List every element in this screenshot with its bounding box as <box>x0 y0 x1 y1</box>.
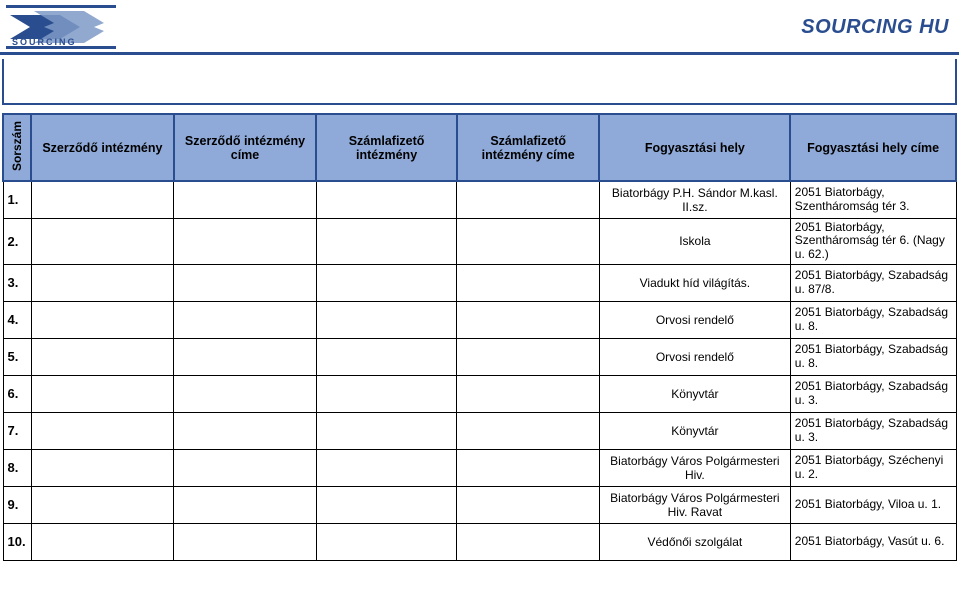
cell-fogyasztasi-hely-cim: 2051 Biatorbágy, Szentháromság tér 6. (N… <box>790 218 956 264</box>
cell-empty <box>457 375 600 412</box>
cell-empty <box>316 181 457 218</box>
cell-empty <box>31 218 174 264</box>
cell-empty <box>174 486 317 523</box>
brand-logo: SOURCING <box>6 5 116 49</box>
table-container: Sorszám Szerződő intézmény Szerződő inté… <box>0 113 959 561</box>
cell-sorszam: 1. <box>3 181 31 218</box>
cell-empty <box>316 412 457 449</box>
table-row: 7. Könyvtár 2051 Biatorbágy, Szabadság u… <box>3 412 956 449</box>
cell-empty <box>31 449 174 486</box>
cell-sorszam: 7. <box>3 412 31 449</box>
cell-fogyasztasi-hely-cim: 2051 Biatorbágy, Szabadság u. 8. <box>790 338 956 375</box>
cell-fogyasztasi-hely: Biatorbágy Város Polgármesteri Hiv. Rava… <box>599 486 790 523</box>
cell-fogyasztasi-hely-cim: 2051 Biatorbágy, Szabadság u. 8. <box>790 301 956 338</box>
cell-empty <box>31 338 174 375</box>
cell-empty <box>31 523 174 560</box>
table-row: 1. Biatorbágy P.H. Sándor M.kasl. II.sz.… <box>3 181 956 218</box>
cell-sorszam: 9. <box>3 486 31 523</box>
cell-sorszam: 5. <box>3 338 31 375</box>
cell-empty <box>457 523 600 560</box>
cell-sorszam: 8. <box>3 449 31 486</box>
table-body: 1. Biatorbágy P.H. Sándor M.kasl. II.sz.… <box>3 181 956 560</box>
cell-empty <box>174 375 317 412</box>
cell-fogyasztasi-hely-cim: 2051 Biatorbágy, Szabadság u. 3. <box>790 412 956 449</box>
cell-empty <box>457 486 600 523</box>
table-row: 2. Iskola 2051 Biatorbágy, Szentháromság… <box>3 218 956 264</box>
col-fogyasztasi-hely: Fogyasztási hely <box>599 114 790 181</box>
cell-empty <box>31 375 174 412</box>
cell-sorszam: 2. <box>3 218 31 264</box>
cell-empty <box>31 412 174 449</box>
col-szerzodo-intezmeny: Szerződő intézmény <box>31 114 174 181</box>
cell-empty <box>457 218 600 264</box>
table-row: 8. Biatorbágy Város Polgármesteri Hiv. 2… <box>3 449 956 486</box>
page-header: SOURCING SOURCING HU <box>0 0 959 50</box>
cell-fogyasztasi-hely: Biatorbágy P.H. Sándor M.kasl. II.sz. <box>599 181 790 218</box>
table-row: 5. Orvosi rendelő 2051 Biatorbágy, Szaba… <box>3 338 956 375</box>
cell-fogyasztasi-hely: Orvosi rendelő <box>599 338 790 375</box>
cell-empty <box>457 412 600 449</box>
header-spacer-band <box>2 59 957 103</box>
table-row: 6. Könyvtár 2051 Biatorbágy, Szabadság u… <box>3 375 956 412</box>
cell-empty <box>316 338 457 375</box>
cell-fogyasztasi-hely: Könyvtár <box>599 375 790 412</box>
cell-empty <box>31 486 174 523</box>
cell-empty <box>457 264 600 301</box>
cell-fogyasztasi-hely-cim: 2051 Biatorbágy, Szabadság u. 87/8. <box>790 264 956 301</box>
cell-empty <box>316 375 457 412</box>
cell-empty <box>31 264 174 301</box>
table-row: 3. Viadukt híd világítás. 2051 Biatorbág… <box>3 264 956 301</box>
cell-empty <box>457 338 600 375</box>
cell-empty <box>174 338 317 375</box>
cell-empty <box>457 301 600 338</box>
cell-empty <box>316 486 457 523</box>
cell-fogyasztasi-hely-cim: 2051 Biatorbágy, Szabadság u. 3. <box>790 375 956 412</box>
brand-title: SOURCING HU <box>801 16 949 39</box>
cell-empty <box>31 301 174 338</box>
table-row: 9. Biatorbágy Város Polgármesteri Hiv. R… <box>3 486 956 523</box>
cell-fogyasztasi-hely: Viadukt híd világítás. <box>599 264 790 301</box>
cell-empty <box>174 449 317 486</box>
table-row: 4. Orvosi rendelő 2051 Biatorbágy, Szaba… <box>3 301 956 338</box>
cell-empty <box>174 523 317 560</box>
cell-empty <box>316 218 457 264</box>
divider-top <box>0 52 959 55</box>
table-head: Sorszám Szerződő intézmény Szerződő inté… <box>3 114 956 181</box>
sourcing-logo-icon: SOURCING <box>6 5 116 49</box>
cell-sorszam: 4. <box>3 301 31 338</box>
cell-empty <box>457 449 600 486</box>
cell-fogyasztasi-hely: Könyvtár <box>599 412 790 449</box>
cell-sorszam: 10. <box>3 523 31 560</box>
col-szamlafizeto-intezmeny: Számlafizető intézmény <box>316 114 457 181</box>
cell-empty <box>174 301 317 338</box>
cell-empty <box>31 181 174 218</box>
cell-fogyasztasi-hely-cim: 2051 Biatorbágy, Viloa u. 1. <box>790 486 956 523</box>
table-row: 10. Védőnői szolgálat 2051 Biatorbágy, V… <box>3 523 956 560</box>
divider-bottom <box>2 103 957 105</box>
cell-empty <box>316 264 457 301</box>
cell-fogyasztasi-hely: Védőnői szolgálat <box>599 523 790 560</box>
cell-sorszam: 3. <box>3 264 31 301</box>
logo-text: SOURCING <box>12 37 77 47</box>
cell-empty <box>457 181 600 218</box>
cell-sorszam: 6. <box>3 375 31 412</box>
cell-fogyasztasi-hely-cim: 2051 Biatorbágy, Vasút u. 6. <box>790 523 956 560</box>
cell-empty <box>316 301 457 338</box>
cell-empty <box>316 523 457 560</box>
col-szerzodo-cim: Szerződő intézmény címe <box>174 114 317 181</box>
cell-empty <box>174 218 317 264</box>
cell-fogyasztasi-hely: Orvosi rendelő <box>599 301 790 338</box>
cell-empty <box>316 449 457 486</box>
cell-fogyasztasi-hely-cim: 2051 Biatorbágy, Széchenyi u. 2. <box>790 449 956 486</box>
cell-empty <box>174 412 317 449</box>
cell-fogyasztasi-hely: Biatorbágy Város Polgármesteri Hiv. <box>599 449 790 486</box>
col-sorszam: Sorszám <box>3 114 31 181</box>
col-fogyasztasi-hely-cim: Fogyasztási hely címe <box>790 114 956 181</box>
cell-empty <box>174 181 317 218</box>
data-table: Sorszám Szerződő intézmény Szerződő inté… <box>2 113 957 561</box>
cell-fogyasztasi-hely: Iskola <box>599 218 790 264</box>
cell-fogyasztasi-hely-cim: 2051 Biatorbágy, Szentháromság tér 3. <box>790 181 956 218</box>
cell-empty <box>174 264 317 301</box>
col-szamlafizeto-cim: Számlafizető intézmény címe <box>457 114 600 181</box>
